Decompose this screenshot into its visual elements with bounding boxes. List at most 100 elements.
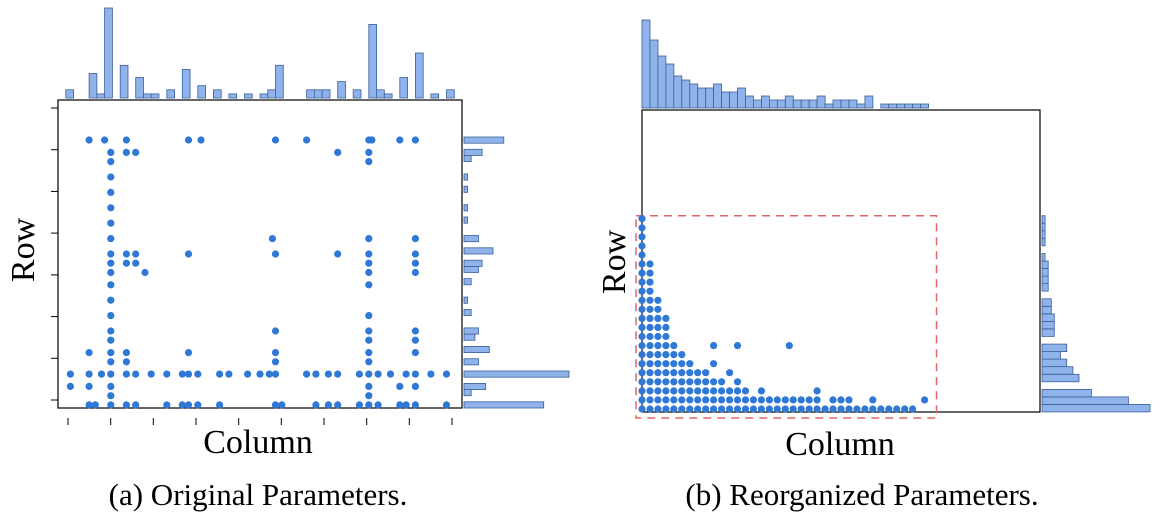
data-point bbox=[365, 327, 373, 335]
data-point bbox=[122, 358, 130, 366]
data-point bbox=[845, 396, 853, 404]
data-point bbox=[837, 396, 845, 404]
data-point bbox=[654, 405, 662, 413]
a-x-axis-title: Column bbox=[203, 424, 313, 461]
row-histogram-bar bbox=[463, 154, 472, 162]
data-point bbox=[122, 370, 130, 378]
data-point bbox=[670, 369, 678, 377]
data-point bbox=[662, 387, 670, 395]
column-histogram-bar bbox=[856, 103, 866, 109]
a-caption: (a) Original Parameters. bbox=[109, 477, 408, 512]
data-point bbox=[184, 250, 193, 258]
data-point bbox=[654, 369, 662, 377]
data-point bbox=[107, 219, 115, 227]
row-histogram-bar bbox=[463, 216, 468, 224]
data-point bbox=[694, 387, 702, 395]
column-histogram-bar bbox=[414, 52, 424, 99]
data-point bbox=[396, 382, 404, 390]
data-point bbox=[107, 349, 115, 357]
row-histogram-bar bbox=[1041, 351, 1061, 360]
data-point bbox=[411, 327, 419, 335]
data-point bbox=[85, 349, 93, 357]
b-y-axis-title: Row bbox=[596, 229, 633, 294]
data-point bbox=[733, 378, 742, 386]
data-point bbox=[396, 136, 404, 144]
data-point bbox=[271, 349, 280, 357]
data-point bbox=[271, 250, 280, 258]
data-point bbox=[85, 382, 93, 390]
data-point bbox=[789, 405, 797, 413]
data-point bbox=[365, 370, 373, 378]
data-point bbox=[194, 401, 202, 409]
data-point bbox=[654, 314, 662, 322]
data-point bbox=[365, 235, 373, 243]
data-point bbox=[442, 401, 451, 409]
data-point bbox=[710, 342, 718, 350]
data-point bbox=[107, 259, 115, 267]
a-y-axis-title: Row bbox=[5, 217, 42, 282]
a-column-marginal-histogram bbox=[65, 7, 455, 99]
data-point bbox=[678, 396, 686, 404]
data-point bbox=[184, 136, 193, 144]
data-point bbox=[324, 401, 332, 409]
column-histogram-bar bbox=[888, 103, 898, 109]
data-point bbox=[365, 358, 373, 366]
column-histogram-bar bbox=[275, 64, 284, 99]
row-histogram-bar bbox=[1041, 298, 1052, 307]
data-point bbox=[646, 260, 654, 268]
data-point bbox=[374, 370, 382, 378]
data-point bbox=[638, 278, 646, 286]
column-histogram-bar bbox=[697, 87, 707, 109]
data-point bbox=[646, 387, 654, 395]
a-axis-ticks bbox=[51, 107, 453, 425]
data-point bbox=[132, 259, 140, 267]
data-point bbox=[654, 360, 662, 368]
data-point bbox=[702, 369, 710, 377]
data-point bbox=[122, 136, 130, 144]
data-point bbox=[646, 405, 654, 413]
column-histogram-bar bbox=[228, 93, 238, 99]
data-point bbox=[702, 405, 710, 413]
column-histogram-bar bbox=[352, 89, 362, 99]
data-point bbox=[686, 396, 694, 404]
data-point bbox=[749, 405, 758, 413]
data-point bbox=[813, 387, 821, 395]
row-histogram-bar bbox=[1041, 396, 1129, 405]
data-point bbox=[271, 370, 280, 378]
data-point bbox=[141, 268, 149, 277]
data-point bbox=[773, 405, 781, 413]
data-point bbox=[132, 401, 140, 409]
data-point bbox=[694, 405, 702, 413]
data-point bbox=[765, 405, 774, 413]
row-histogram-bar bbox=[463, 148, 483, 156]
data-point bbox=[638, 251, 646, 259]
row-histogram-bar bbox=[1041, 283, 1049, 292]
data-point bbox=[244, 370, 252, 378]
data-point bbox=[107, 327, 115, 335]
data-point bbox=[654, 323, 662, 331]
data-point bbox=[132, 148, 140, 156]
b-caption: (b) Reorganized Parameters. bbox=[685, 477, 1038, 512]
data-point bbox=[638, 224, 646, 232]
data-point bbox=[368, 136, 376, 144]
column-histogram-bar bbox=[769, 99, 778, 109]
row-histogram-bar bbox=[1041, 328, 1055, 337]
data-point bbox=[334, 370, 342, 378]
data-point bbox=[396, 401, 404, 409]
row-histogram-bar bbox=[1041, 253, 1046, 262]
row-histogram-bar bbox=[463, 389, 472, 397]
data-point bbox=[638, 360, 646, 368]
data-point bbox=[829, 396, 837, 404]
column-histogram-bar bbox=[880, 103, 890, 109]
data-point bbox=[877, 405, 885, 413]
data-point bbox=[107, 204, 115, 212]
data-point bbox=[670, 378, 678, 386]
data-point bbox=[107, 173, 115, 181]
data-point bbox=[678, 369, 686, 377]
column-histogram-bar bbox=[259, 93, 269, 99]
data-point bbox=[646, 369, 654, 377]
data-point bbox=[789, 396, 797, 404]
data-point bbox=[646, 332, 654, 341]
data-point bbox=[271, 401, 280, 409]
data-point bbox=[710, 387, 718, 395]
